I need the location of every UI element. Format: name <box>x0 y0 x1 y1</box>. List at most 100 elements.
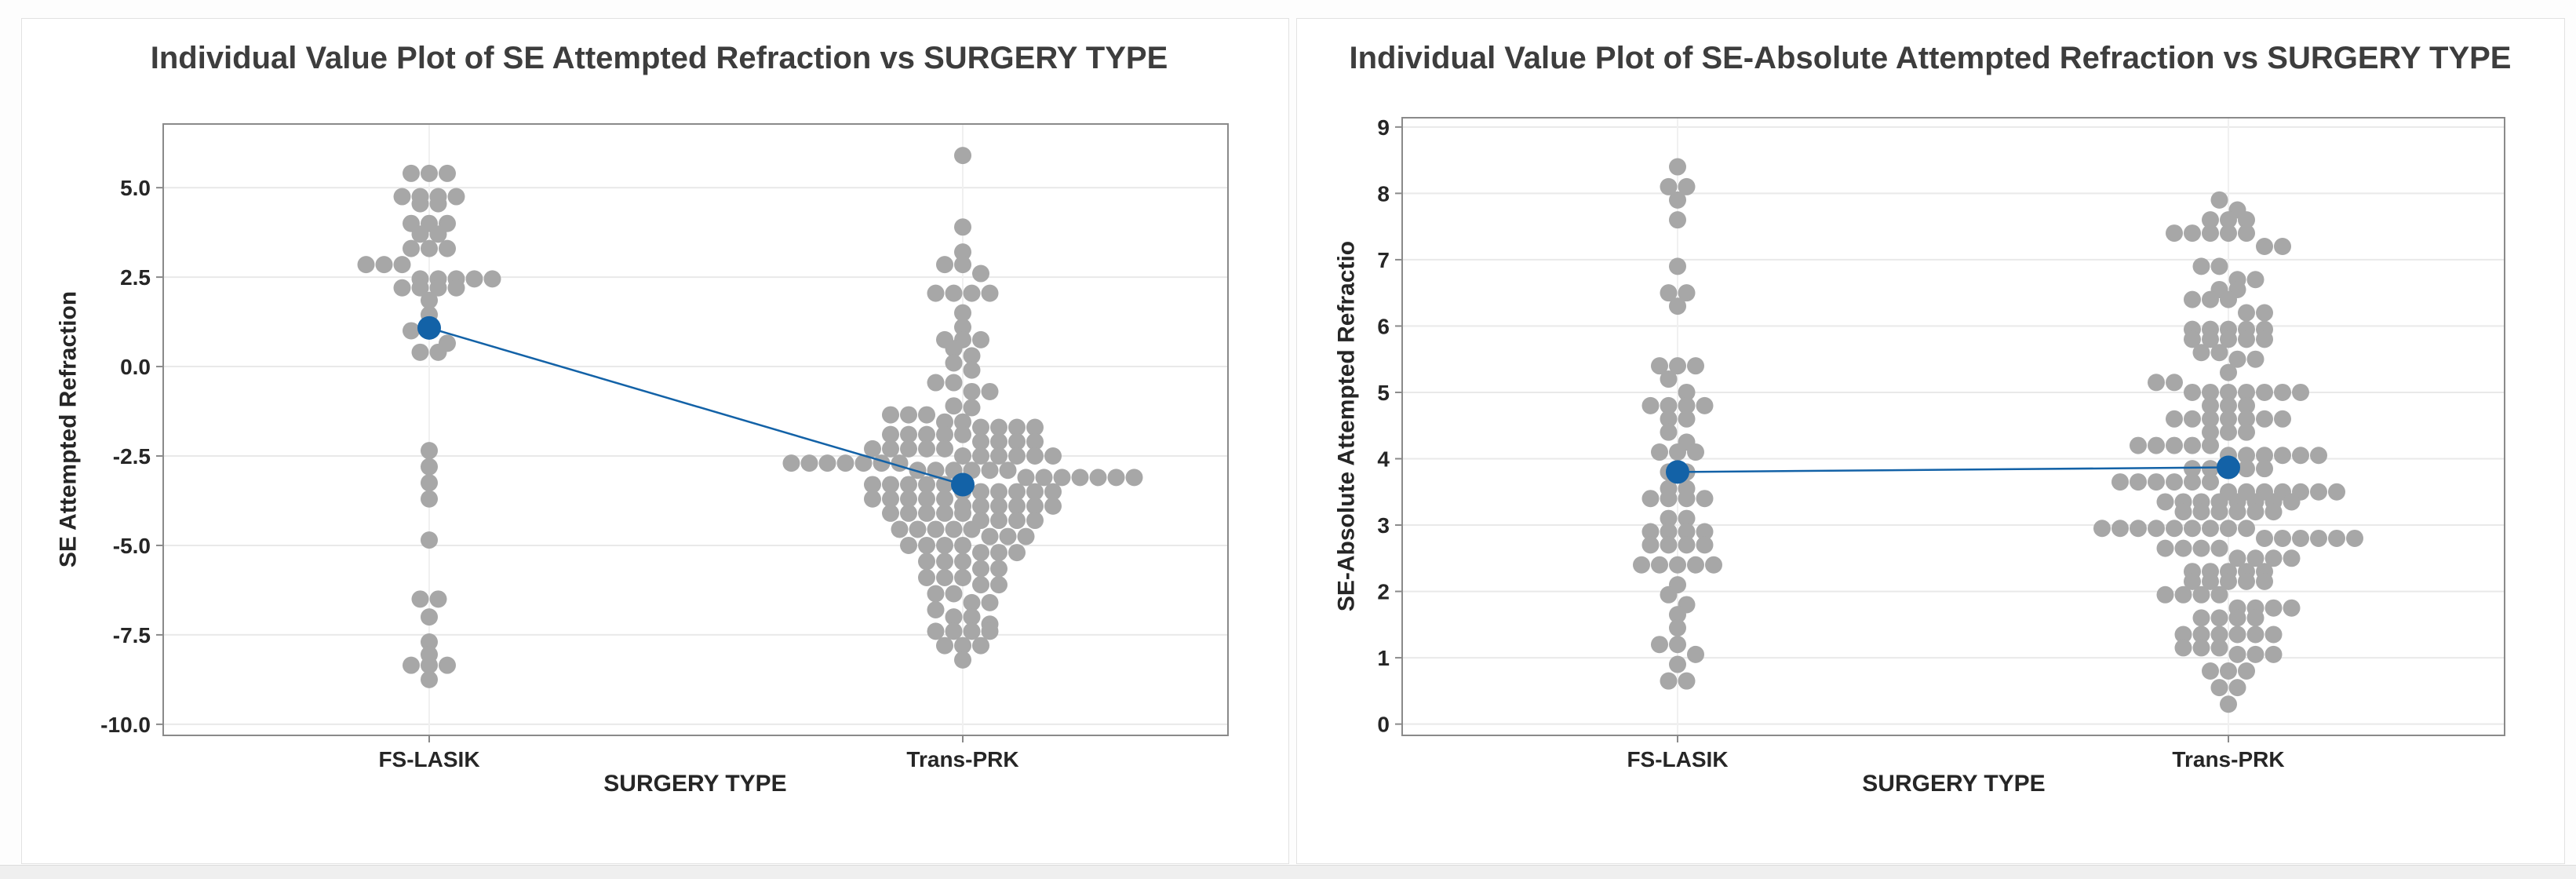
data-point <box>945 340 963 358</box>
data-point <box>1678 177 1696 195</box>
data-point <box>2220 662 2237 680</box>
data-point <box>936 425 953 443</box>
data-point <box>1641 536 1660 554</box>
data-point <box>954 636 971 655</box>
data-point <box>2192 626 2210 644</box>
data-point <box>2184 436 2201 454</box>
data-point <box>483 270 501 288</box>
data-point <box>954 256 971 274</box>
data-point <box>2238 410 2255 428</box>
data-point <box>900 476 917 494</box>
data-point <box>357 256 375 274</box>
y-tick-label: 4 <box>1377 447 1390 471</box>
data-point <box>421 164 438 182</box>
data-point <box>918 406 935 424</box>
data-point <box>2166 374 2183 392</box>
data-point <box>963 608 981 626</box>
data-point <box>954 536 971 554</box>
data-point <box>421 474 438 492</box>
y-tick-label: 5 <box>1377 381 1390 405</box>
data-point <box>918 553 935 571</box>
data-point <box>936 553 953 571</box>
right-x-axis-label: SURGERY TYPE <box>1862 771 2046 797</box>
data-point <box>1669 257 1686 275</box>
data-point <box>900 490 917 508</box>
right-chart-card[interactable] <box>1296 18 2565 864</box>
data-point <box>2238 330 2255 348</box>
data-point <box>2156 493 2174 511</box>
data-point <box>2264 626 2283 644</box>
data-point <box>421 633 438 651</box>
data-point <box>918 536 935 554</box>
data-point <box>2238 662 2255 680</box>
data-point <box>421 458 438 476</box>
data-point <box>1678 490 1696 508</box>
data-point <box>1044 483 1062 501</box>
data-point <box>447 188 465 206</box>
data-point <box>2228 503 2246 521</box>
data-point <box>2220 410 2237 428</box>
window-bottom-edge <box>0 865 2576 879</box>
data-point <box>954 304 971 322</box>
data-point <box>2310 529 2327 547</box>
data-point <box>2220 396 2237 414</box>
data-point <box>2166 436 2183 454</box>
data-point <box>963 284 981 302</box>
data-point <box>421 239 438 257</box>
data-point <box>2264 599 2283 617</box>
data-point <box>2238 572 2255 590</box>
data-point <box>1107 469 1125 487</box>
data-point <box>1669 619 1686 637</box>
data-point <box>882 406 899 424</box>
data-point <box>972 576 989 594</box>
data-point <box>954 425 971 443</box>
data-point <box>936 256 953 274</box>
data-point <box>918 425 935 443</box>
plot-frame <box>1401 117 2505 736</box>
data-point <box>2292 383 2309 401</box>
data-point <box>1669 636 1686 654</box>
data-point <box>1660 490 1678 508</box>
data-point <box>2184 224 2201 243</box>
data-point <box>2174 539 2192 557</box>
data-point <box>900 536 917 554</box>
data-point <box>393 279 411 297</box>
data-point <box>421 670 438 688</box>
data-point <box>2238 211 2255 229</box>
category-label: Trans-PRK <box>2172 747 2284 771</box>
data-point <box>2210 257 2228 275</box>
data-point <box>918 568 935 586</box>
data-point <box>954 553 971 571</box>
data-point <box>963 593 981 611</box>
data-point <box>411 590 429 608</box>
data-point <box>1008 512 1026 530</box>
data-point <box>981 593 999 611</box>
data-point <box>439 656 456 674</box>
data-point <box>2246 350 2264 368</box>
data-point <box>954 243 971 261</box>
left-chart-card[interactable] <box>21 18 1289 864</box>
data-point <box>2192 609 2210 627</box>
data-point <box>909 461 927 480</box>
data-point <box>1669 211 1686 229</box>
data-point <box>2210 626 2228 644</box>
data-point <box>2264 645 2283 663</box>
data-point <box>2210 344 2228 362</box>
data-point <box>954 147 971 165</box>
y-tick-label: 2 <box>1377 580 1390 604</box>
data-point <box>1669 443 1686 461</box>
data-point <box>1026 483 1044 501</box>
plot-frame <box>162 123 1229 736</box>
data-point <box>2238 520 2255 538</box>
points-fs-lasik <box>357 164 501 688</box>
data-point <box>403 164 420 182</box>
data-point <box>2210 503 2228 521</box>
data-point <box>1687 443 1704 461</box>
y-tick-label: -5.0 <box>113 534 151 558</box>
data-point <box>2246 271 2264 289</box>
data-point <box>2148 374 2165 392</box>
right-chart-title: Individual Value Plot of SE-Absolute Att… <box>1349 41 2512 75</box>
y-tick-label: 7 <box>1377 248 1390 272</box>
data-point <box>945 284 963 302</box>
data-point <box>936 440 953 458</box>
